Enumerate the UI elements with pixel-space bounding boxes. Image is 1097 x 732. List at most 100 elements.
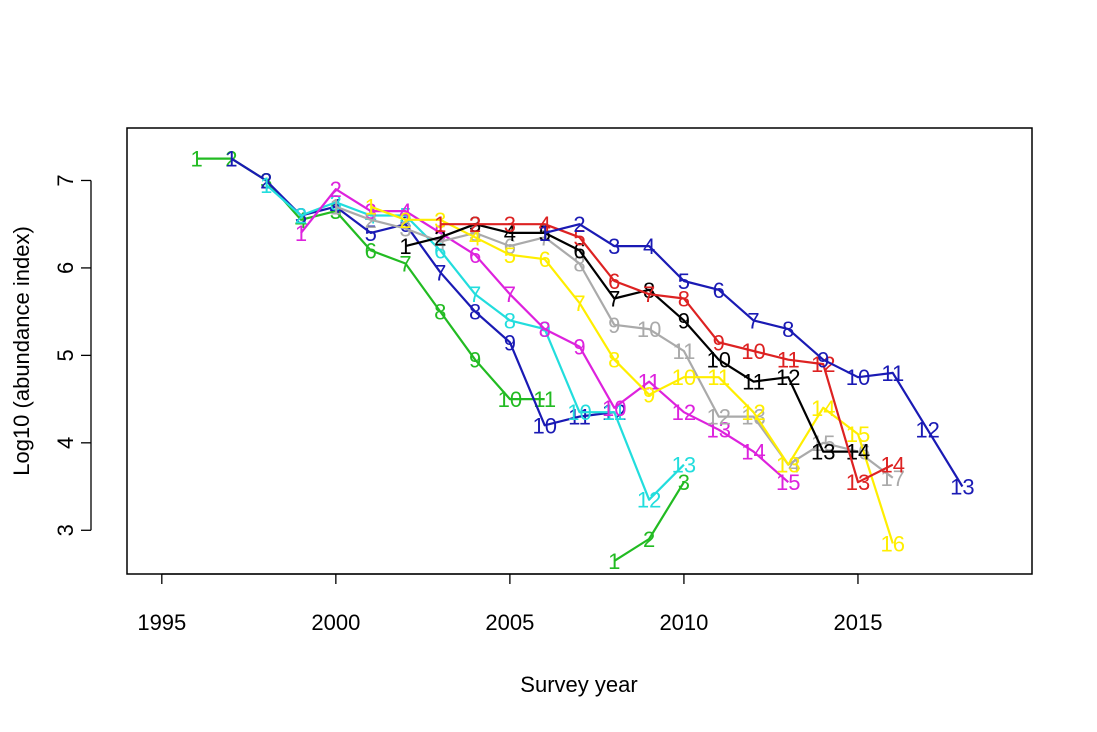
point-label: 6 — [365, 238, 377, 263]
point-label: 14 — [881, 453, 905, 478]
x-tick-label: 2010 — [659, 610, 708, 635]
point-label: 2 — [469, 212, 481, 237]
point-label: 1 — [539, 221, 551, 246]
point-label: 13 — [776, 453, 800, 478]
point-label: 1 — [434, 212, 446, 237]
series-line — [265, 183, 685, 501]
point-label: 5 — [504, 243, 516, 268]
point-label: 13 — [846, 470, 870, 495]
point-label: 5 — [573, 225, 585, 250]
point-label: 2 — [330, 177, 342, 202]
point-label: 6 — [539, 247, 551, 272]
point-label: 12 — [776, 365, 800, 390]
x-tick-label: 1995 — [137, 610, 186, 635]
series-line — [613, 481, 685, 562]
point-label: 1 — [365, 195, 377, 220]
point-label: 6 — [608, 269, 620, 294]
point-label: 9 — [608, 313, 620, 338]
y-tick-label: 4 — [53, 437, 78, 449]
point-label: 7 — [469, 282, 481, 307]
point-label: 9 — [713, 330, 725, 355]
point-label: 10 — [498, 387, 522, 412]
point-label: 7 — [399, 252, 411, 277]
point-label: 11 — [672, 339, 695, 364]
point-label: 14 — [811, 396, 835, 421]
y-tick-label: 6 — [53, 262, 78, 274]
point-label: 13 — [950, 475, 974, 500]
point-label: 5 — [399, 204, 411, 229]
point-label: 3 — [434, 208, 446, 233]
point-label: 16 — [881, 531, 905, 556]
point-label: 6 — [469, 243, 481, 268]
series-line — [335, 205, 894, 479]
point-label: 12 — [741, 400, 765, 425]
point-label: 7 — [434, 260, 446, 285]
point-label: 10 — [532, 413, 556, 438]
y-tick-label: 7 — [53, 174, 78, 186]
x-tick-label: 2015 — [833, 610, 882, 635]
point-label: 1 — [295, 221, 307, 246]
point-label: 10 — [637, 317, 661, 342]
y-axis-title: Log10 (abundance index) — [9, 226, 34, 476]
point-label: 11 — [707, 365, 730, 390]
point-label: 13 — [672, 453, 696, 478]
point-label: 3 — [504, 212, 516, 237]
point-label: 7 — [643, 282, 655, 307]
point-label: 3 — [608, 234, 620, 259]
series-line — [544, 223, 964, 488]
point-label: 9 — [643, 383, 655, 408]
point-label: 11 — [603, 400, 626, 425]
y-tick-label: 5 — [53, 349, 78, 361]
x-axis: 1995 2000 2005 2010 2015 — [137, 573, 882, 635]
point-label: 10 — [567, 400, 591, 425]
point-label: 8 — [678, 287, 690, 312]
point-label: 9 — [573, 335, 585, 360]
point-label: 12 — [915, 418, 939, 443]
series-line — [370, 205, 894, 544]
point-label: 8 — [434, 300, 446, 325]
point-label: 5 — [365, 221, 377, 246]
point-label: 11 — [881, 361, 904, 386]
series-line — [440, 223, 894, 484]
point-label: 11 — [777, 348, 800, 373]
point-label: 9 — [817, 348, 829, 373]
point-label: 7 — [608, 287, 620, 312]
point-label: 1 — [225, 147, 237, 172]
point-label: 8 — [573, 252, 585, 277]
point-label: 5 — [678, 269, 690, 294]
point-label: 4 — [643, 234, 655, 259]
y-tick-label: 3 — [53, 524, 78, 536]
point-label: 1 — [608, 549, 620, 574]
point-label: 10 — [741, 339, 765, 364]
point-label: 8 — [469, 300, 481, 325]
point-label: 12 — [672, 400, 696, 425]
point-label: 8 — [539, 317, 551, 342]
point-label: 9 — [469, 348, 481, 373]
point-label: 11 — [568, 405, 591, 430]
point-label: 4 — [504, 221, 516, 246]
point-label: 5 — [539, 221, 551, 246]
point-label: 11 — [533, 387, 556, 412]
point-label: 13 — [706, 418, 730, 443]
point-label: 6 — [434, 238, 446, 263]
point-label: 8 — [608, 348, 620, 373]
x-tick-label: 2000 — [311, 610, 360, 635]
point-label: 5 — [330, 199, 342, 224]
point-label: 14 — [741, 440, 765, 465]
point-label: 2 — [399, 208, 411, 233]
point-label: 10 — [672, 365, 696, 390]
point-label: 3 — [330, 190, 342, 215]
point-label: 2 — [295, 204, 307, 229]
point-label: 9 — [678, 308, 690, 333]
x-axis-title: Survey year — [520, 672, 637, 697]
point-label: 1 — [399, 234, 411, 259]
point-label: 2 — [573, 212, 585, 237]
point-label: 8 — [643, 278, 655, 303]
series-line — [405, 223, 858, 453]
